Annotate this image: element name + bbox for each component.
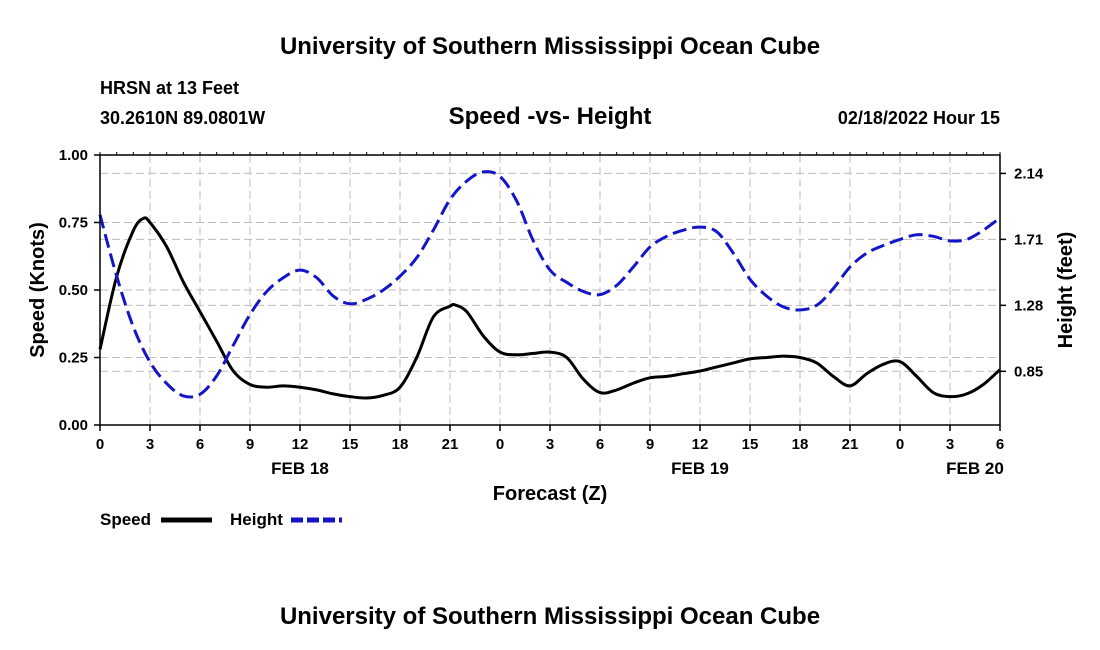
x-tick-label: 6 — [596, 436, 604, 453]
x-tick-label: 0 — [96, 436, 104, 453]
x-axis-label: Forecast (Z) — [493, 483, 607, 505]
forecast-datetime: 02/18/2022 Hour 15 — [838, 108, 1000, 128]
x-tick-label: 15 — [342, 436, 359, 453]
footer-title: University of Southern Mississippi Ocean… — [280, 603, 820, 630]
y-axis-label: Speed (Knots) — [27, 222, 49, 358]
x-tick-label: 0 — [896, 436, 904, 453]
data-series — [98, 170, 1002, 400]
x-tick-label: 12 — [292, 436, 309, 453]
gridlines — [100, 155, 1000, 425]
y2-tick-label: 1.71 — [1014, 231, 1043, 248]
y-tick-label: 0.25 — [59, 350, 88, 367]
y2-tick-label: 0.85 — [1014, 363, 1043, 380]
x-tick-label: 9 — [646, 436, 654, 453]
x-tick-label: 3 — [546, 436, 554, 453]
legend: Speed Height — [100, 510, 342, 529]
x-tick-label: 6 — [196, 436, 204, 453]
series-line-height — [98, 170, 1001, 399]
x-tick-label: 3 — [946, 436, 954, 453]
x-tick-label: 15 — [742, 436, 759, 453]
chart-main-title: University of Southern Mississippi Ocean… — [280, 33, 820, 60]
y-tick-label: 0.50 — [59, 282, 88, 299]
legend-height-label: Height — [230, 510, 283, 529]
y2-tick-label: 2.14 — [1014, 165, 1044, 182]
y2-tick-label: 1.28 — [1014, 297, 1043, 314]
date-label: FEB 18 — [271, 459, 329, 478]
x-tick-label: 9 — [246, 436, 254, 453]
x-tick-label: 0 — [496, 436, 504, 453]
y-tick-label: 1.00 — [59, 147, 88, 164]
x-tick-label: 21 — [442, 436, 459, 453]
x-tick-label: 18 — [392, 436, 409, 453]
date-label: FEB 20 — [946, 459, 1004, 478]
chart-subtitle: Speed -vs- Height — [449, 103, 652, 130]
date-label: FEB 19 — [671, 459, 729, 478]
x-tick-label: 6 — [996, 436, 1004, 453]
y-tick-label: 0.75 — [59, 215, 88, 232]
station-label: HRSN at 13 Feet — [100, 78, 239, 98]
x-tick-label: 3 — [146, 436, 154, 453]
x-tick-label: 21 — [842, 436, 859, 453]
y2-axis-label: Height (feet) — [1055, 232, 1077, 349]
legend-speed-label: Speed — [100, 510, 151, 529]
axes: 0 3 6 9 12 15 18 21 0 3 6 9 12 15 18 21 0 3 6 FEB 18 FEB 19 F… — [59, 147, 1044, 478]
x-tick-label: 18 — [792, 436, 809, 453]
series-line-speed — [98, 216, 1002, 400]
y-tick-label: 0.00 — [59, 417, 88, 434]
x-tick-label: 12 — [692, 436, 709, 453]
station-coordinates: 30.2610N 89.0801W — [100, 108, 265, 128]
